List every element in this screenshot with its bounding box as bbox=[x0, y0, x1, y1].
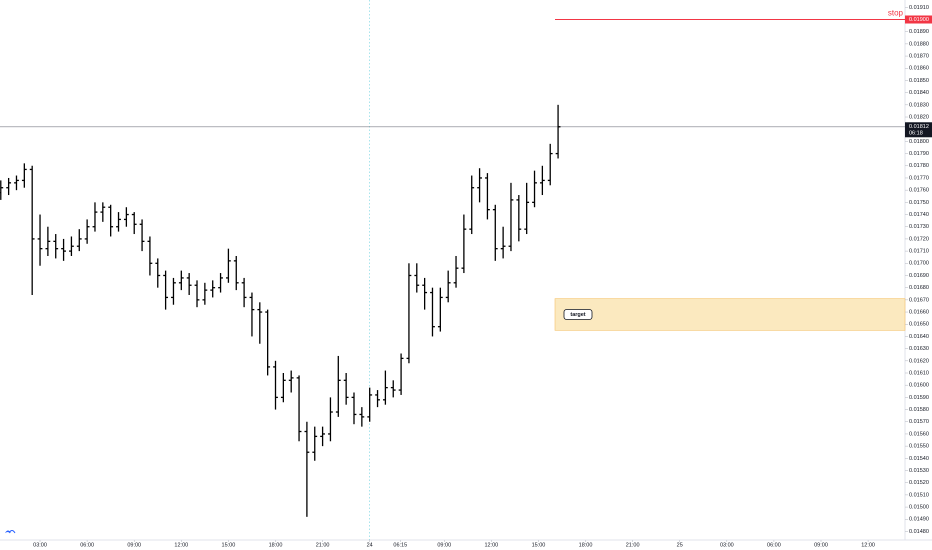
x-tick-label: 24 bbox=[367, 542, 373, 548]
y-tick-label: 0.01730 bbox=[909, 224, 929, 230]
y-tick-label: 0.01680 bbox=[909, 285, 929, 291]
x-tick-label: 03:00 bbox=[33, 542, 47, 548]
x-tick-label: 06:00 bbox=[767, 542, 781, 548]
stop-price-label: 0.01900 bbox=[909, 17, 929, 23]
y-tick-label: 0.01890 bbox=[909, 29, 929, 35]
y-tick-label: 0.01850 bbox=[909, 78, 929, 84]
x-tick-label: 15:00 bbox=[532, 542, 546, 548]
y-tick-label: 0.01590 bbox=[909, 395, 929, 401]
stop-label: stop bbox=[888, 9, 904, 18]
target-label: target bbox=[570, 312, 585, 318]
y-tick-label: 0.01540 bbox=[909, 456, 929, 462]
x-tick-label: 06:15 bbox=[393, 542, 407, 548]
y-tick-label: 0.01800 bbox=[909, 139, 929, 145]
y-tick-label: 0.01650 bbox=[909, 322, 929, 328]
y-tick-label: 0.01750 bbox=[909, 200, 929, 206]
y-tick-label: 0.01490 bbox=[909, 517, 929, 523]
y-tick-label: 0.01720 bbox=[909, 236, 929, 242]
y-tick-label: 0.01780 bbox=[909, 163, 929, 169]
y-tick-label: 0.01630 bbox=[909, 346, 929, 352]
y-tick-label: 0.01480 bbox=[909, 529, 929, 535]
target-zone bbox=[554, 298, 906, 331]
x-tick-label: 12:00 bbox=[174, 542, 188, 548]
x-tick-label: 09:00 bbox=[127, 542, 141, 548]
x-tick-label: 25 bbox=[677, 542, 683, 548]
x-tick-label: 12:00 bbox=[484, 542, 498, 548]
y-tick-label: 0.01690 bbox=[909, 273, 929, 279]
y-tick-label: 0.01770 bbox=[909, 175, 929, 181]
y-tick-label: 0.01580 bbox=[909, 407, 929, 413]
x-tick-label: 21:00 bbox=[316, 542, 330, 548]
stop-badge bbox=[905, 15, 932, 24]
y-tick-label: 0.01610 bbox=[909, 370, 929, 376]
y-tick-label: 0.01620 bbox=[909, 358, 929, 364]
y-tick-label: 0.01640 bbox=[909, 334, 929, 340]
y-tick-label: 0.01740 bbox=[909, 212, 929, 218]
x-tick-label: 06:00 bbox=[80, 542, 94, 548]
y-tick-label: 0.01860 bbox=[909, 66, 929, 72]
x-tick-label: 03:00 bbox=[720, 542, 734, 548]
y-tick-label: 0.01560 bbox=[909, 431, 929, 437]
y-tick-label: 0.01520 bbox=[909, 480, 929, 486]
logo bbox=[5, 530, 16, 534]
x-tick-label: 18:00 bbox=[579, 542, 593, 548]
y-tick-label: 0.01530 bbox=[909, 468, 929, 474]
y-tick-label: 0.01870 bbox=[909, 54, 929, 60]
x-tick-label: 15:00 bbox=[222, 542, 236, 548]
last-price-badge bbox=[905, 122, 932, 138]
y-tick-label: 0.01660 bbox=[909, 310, 929, 316]
y-tick-label: 0.01820 bbox=[909, 114, 929, 120]
y-tick-label: 0.01500 bbox=[909, 505, 929, 511]
target-label-box bbox=[563, 309, 593, 320]
x-tick-label: 12:00 bbox=[861, 542, 875, 548]
y-tick-label: 0.01880 bbox=[909, 41, 929, 47]
y-tick-label: 0.01760 bbox=[909, 188, 929, 194]
y-tick-label: 0.01700 bbox=[909, 261, 929, 267]
y-tick-label: 0.01910 bbox=[909, 5, 929, 11]
y-tick-label: 0.01600 bbox=[909, 383, 929, 389]
y-tick-label: 0.01790 bbox=[909, 151, 929, 157]
y-tick-label: 0.01840 bbox=[909, 90, 929, 96]
x-tick-label: 09:00 bbox=[437, 542, 451, 548]
y-tick-label: 0.01510 bbox=[909, 492, 929, 498]
y-tick-label: 0.01670 bbox=[909, 297, 929, 303]
y-tick-label: 0.01830 bbox=[909, 102, 929, 108]
y-tick-label: 0.01570 bbox=[909, 419, 929, 425]
last-price-label: 0.01812 bbox=[909, 124, 929, 130]
x-tick-label: 21:00 bbox=[626, 542, 640, 548]
y-tick-label: 0.01710 bbox=[909, 249, 929, 255]
countdown-label: 06:18 bbox=[909, 131, 923, 137]
x-tick-label: 18:00 bbox=[269, 542, 283, 548]
y-tick-label: 0.01550 bbox=[909, 444, 929, 450]
x-tick-label: 09:00 bbox=[814, 542, 828, 548]
